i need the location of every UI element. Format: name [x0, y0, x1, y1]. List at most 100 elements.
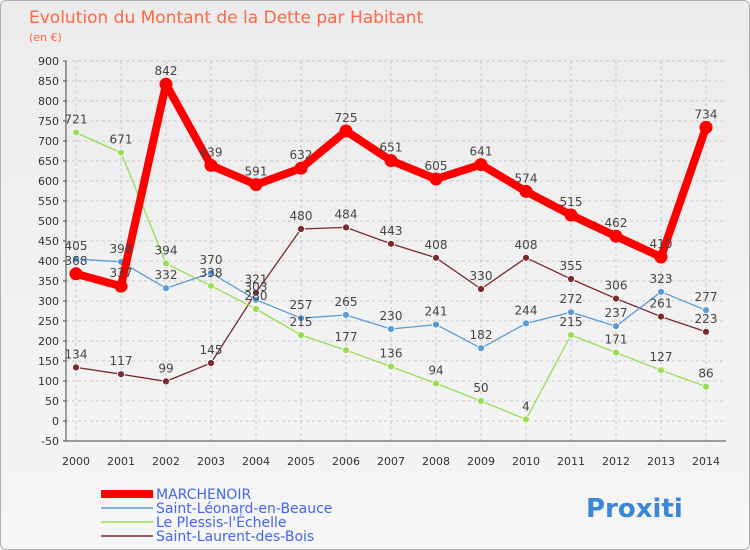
data-point	[522, 319, 530, 328]
data-point	[564, 208, 578, 222]
y-tick-label: 500	[38, 215, 59, 228]
data-point	[339, 124, 353, 138]
y-tick-label: 600	[38, 175, 59, 188]
data-label: 117	[110, 354, 133, 368]
data-label: 462	[605, 216, 628, 230]
data-label: 241	[425, 305, 448, 319]
data-labels: 368 337 842 639 591 632 725 651 605 641 574 515 462 4…	[65, 64, 718, 413]
data-label: 574	[515, 171, 538, 185]
data-point	[612, 294, 620, 303]
legend-label-4: Saint-Laurent-des-Bois	[156, 529, 314, 545]
data-label: 398	[110, 242, 133, 256]
data-point	[207, 281, 215, 290]
y-tick-label: 550	[38, 195, 59, 208]
y-tick-label: 800	[38, 95, 59, 108]
data-point	[702, 327, 710, 336]
data-point	[252, 295, 260, 304]
data-point	[387, 325, 395, 333]
data-label: 99	[158, 361, 173, 375]
data-point	[567, 308, 575, 317]
data-label: 134	[65, 347, 88, 361]
data-label: 410	[650, 237, 673, 251]
data-label: 280	[245, 289, 268, 303]
data-point	[522, 415, 530, 424]
data-label: 443	[380, 224, 403, 238]
axes	[65, 61, 726, 442]
series	[69, 77, 713, 424]
data-point	[432, 379, 440, 388]
data-point	[612, 348, 620, 357]
data-point	[609, 229, 623, 243]
data-point	[342, 311, 350, 319]
data-label: 591	[245, 165, 268, 179]
y-tick-label: 300	[38, 295, 59, 308]
data-point	[612, 322, 620, 331]
data-label: 725	[335, 111, 358, 125]
data-point	[702, 382, 710, 391]
data-point	[117, 148, 125, 157]
data-label: 303	[245, 280, 268, 294]
data-point	[162, 377, 170, 386]
x-tick-label: 2004	[242, 455, 270, 468]
data-label: 605	[425, 159, 448, 173]
y-tick-label: 650	[38, 155, 59, 168]
data-point	[702, 306, 710, 315]
data-point	[207, 359, 215, 367]
data-label: 671	[110, 133, 133, 147]
data-point	[69, 267, 83, 281]
y-tick-label: 150	[38, 355, 59, 368]
data-point	[297, 314, 305, 323]
x-tick-label: 2011	[557, 455, 585, 468]
data-label: 641	[470, 145, 493, 159]
data-point	[429, 172, 443, 186]
data-label: 408	[515, 238, 538, 252]
y-tick-label: 400	[38, 255, 59, 268]
data-label: 94	[428, 363, 443, 377]
x-tick-label: 2007	[377, 455, 405, 468]
legend-label-2: Saint-Léonard-en-Beauce	[156, 501, 332, 517]
data-label: 50	[473, 381, 488, 395]
data-point	[294, 161, 308, 175]
data-point	[432, 253, 440, 262]
data-point	[657, 312, 665, 321]
x-tick-label: 2008	[422, 455, 450, 468]
chart-title: Evolution du Montant de la Dette par Hab…	[29, 8, 424, 28]
data-point	[72, 255, 80, 263]
data-label: 734	[695, 107, 718, 121]
y-tick-label: 50	[45, 395, 59, 408]
y-tick-label: 450	[38, 235, 59, 248]
data-point	[657, 366, 665, 375]
data-label: 330	[470, 269, 493, 283]
data-point	[72, 363, 80, 372]
data-label: 405	[65, 239, 88, 253]
data-label: 338	[200, 266, 223, 280]
data-label: 127	[650, 350, 673, 364]
data-label: 261	[650, 297, 673, 311]
data-label: 182	[470, 328, 493, 342]
data-label: 244	[515, 303, 538, 317]
y-tick-label: 200	[38, 335, 59, 348]
data-point	[384, 154, 398, 168]
data-point	[477, 285, 485, 293]
x-tick-label: 2014	[692, 455, 720, 468]
data-label: 272	[560, 292, 583, 306]
data-point	[477, 344, 485, 353]
data-point	[114, 279, 128, 293]
data-point	[474, 158, 488, 172]
y-tick-label: 250	[38, 315, 59, 328]
data-point	[207, 269, 215, 277]
data-label: 480	[290, 209, 313, 223]
x-tick-label: 2002	[152, 455, 180, 468]
data-label: 257	[290, 298, 313, 312]
data-point	[117, 370, 125, 379]
data-point	[252, 305, 260, 313]
data-label: 237	[605, 306, 628, 320]
x-tick-label: 2012	[602, 455, 630, 468]
data-label: 842	[155, 64, 178, 78]
data-point	[477, 397, 485, 405]
data-point	[297, 225, 305, 233]
x-tick-label: 2009	[467, 455, 495, 468]
y-tick-label: 100	[38, 375, 59, 388]
data-label: 177	[335, 330, 358, 344]
